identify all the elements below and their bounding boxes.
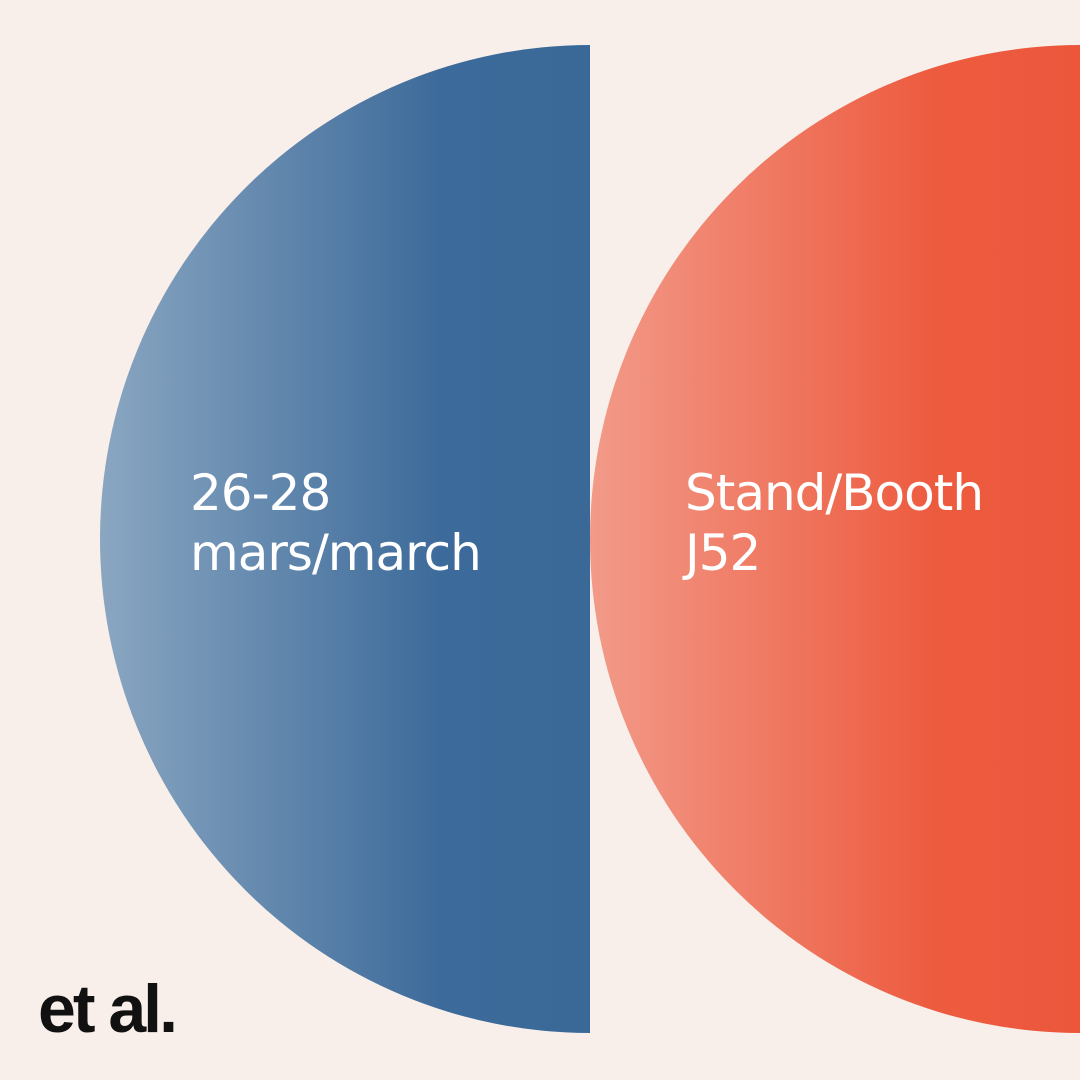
right-half-circle: [590, 45, 1080, 1033]
booth-line: J52: [682, 524, 760, 582]
booth-line: Stand/Booth: [685, 464, 983, 522]
date-line: 26-28: [190, 464, 330, 522]
left-half-circle: [100, 45, 590, 1033]
logo: et al.: [38, 971, 175, 1047]
date-line: mars/march: [190, 524, 481, 582]
